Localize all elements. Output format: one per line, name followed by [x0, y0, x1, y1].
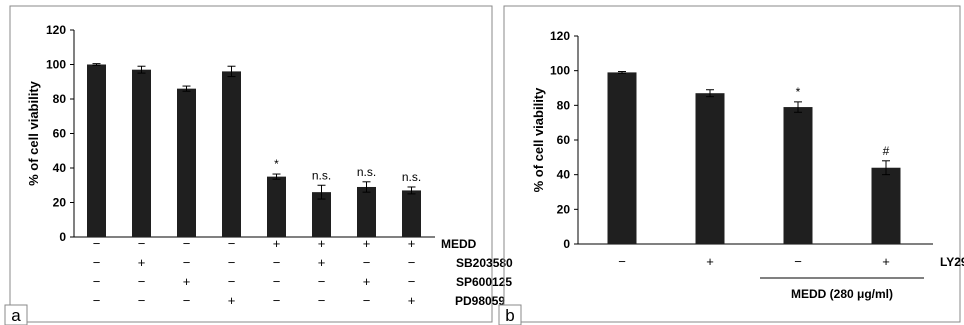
y-axis-label: % of cell viability [26, 80, 41, 186]
bar [871, 167, 901, 244]
condition-sign: + [318, 236, 326, 251]
condition-label: PD98059 [455, 294, 505, 308]
condition-sign: + [273, 236, 281, 251]
chart-panel-b: 0 20 40 60 80 100 120 % of cell viability − + * − # +… [498, 5, 964, 325]
y-tick-label: 40 [53, 161, 67, 175]
bar [357, 186, 376, 237]
bar [402, 190, 421, 237]
significance-label: # [883, 144, 890, 158]
y-tick-label: 120 [550, 29, 570, 43]
condition-sign: + [138, 255, 146, 270]
condition-sign: − [228, 255, 236, 270]
condition-sign: + [706, 254, 714, 269]
condition-sign: − [138, 293, 146, 308]
bar [695, 93, 725, 244]
bar [312, 192, 331, 237]
condition-sign: + [363, 236, 371, 251]
condition-sign: + [183, 274, 191, 289]
condition-sign: − [408, 274, 416, 289]
panel-label-box [4, 304, 28, 325]
bar [87, 64, 106, 237]
panel-frame [9, 5, 493, 323]
condition-label: SB203580 [456, 256, 513, 270]
condition-sign: − [183, 236, 191, 251]
condition-sign: − [794, 254, 802, 269]
y-axis-label: % of cell viability [531, 87, 546, 193]
condition-sign: − [138, 274, 146, 289]
condition-sign: − [408, 255, 416, 270]
condition-sign: − [183, 293, 191, 308]
condition-sign: + [408, 236, 416, 251]
panel-frame [503, 5, 961, 323]
chart-panel-a: 0 20 40 60 80 100 120 % of cell viability − − − − − +… [4, 5, 513, 325]
condition-sign: + [408, 293, 416, 308]
condition-sign: − [363, 255, 371, 270]
panel-label: a [11, 306, 21, 325]
condition-sign: − [138, 236, 146, 251]
condition-sign: − [93, 255, 101, 270]
bar [267, 176, 286, 237]
bar [177, 88, 196, 238]
significance-label: * [274, 157, 279, 171]
condition-label: SP600125 [456, 275, 512, 289]
condition-sign: − [183, 255, 191, 270]
condition-sign: − [273, 293, 281, 308]
bar [132, 69, 151, 237]
condition-sign: − [363, 293, 371, 308]
bar [222, 71, 241, 238]
bar [783, 107, 813, 244]
y-tick-label: 0 [59, 230, 66, 244]
y-tick-label: 0 [563, 237, 570, 251]
condition-sign: − [273, 255, 281, 270]
condition-sign: − [93, 274, 101, 289]
panel-label-box [498, 304, 522, 325]
condition-sign: + [882, 254, 890, 269]
panel-label: b [505, 306, 514, 325]
group-label: MEDD (280 μg/ml) [791, 287, 893, 301]
y-tick-label: 60 [53, 127, 67, 141]
y-tick-label: 120 [46, 23, 66, 37]
y-tick-label: 100 [46, 58, 66, 72]
y-tick-label: 100 [550, 64, 570, 78]
condition-sign: − [618, 254, 626, 269]
condition-sign: − [228, 236, 236, 251]
condition-sign: − [318, 274, 326, 289]
y-tick-label: 80 [53, 92, 67, 106]
bar [607, 72, 637, 245]
significance-label: * [796, 85, 801, 99]
condition-sign: − [273, 274, 281, 289]
significance-label: n.s. [357, 165, 376, 179]
y-tick-label: 40 [557, 168, 571, 182]
condition-label: LY294002 [940, 255, 964, 269]
y-tick-label: 20 [53, 196, 67, 210]
condition-sign: + [363, 274, 371, 289]
y-tick-label: 60 [557, 133, 571, 147]
condition-label: MEDD [441, 237, 477, 251]
y-tick-label: 20 [557, 202, 571, 216]
condition-sign: − [93, 236, 101, 251]
condition-sign: − [228, 274, 236, 289]
significance-label: n.s. [402, 170, 421, 184]
condition-sign: − [93, 293, 101, 308]
condition-sign: + [318, 255, 326, 270]
y-tick-label: 80 [557, 98, 571, 112]
condition-sign: − [318, 293, 326, 308]
condition-sign: + [228, 293, 236, 308]
significance-label: n.s. [312, 168, 331, 182]
